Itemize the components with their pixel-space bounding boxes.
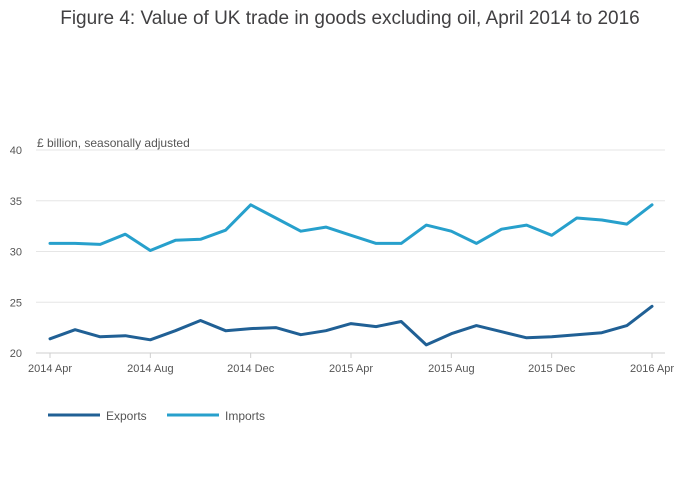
x-tick-label: 2016 Apr [630,363,674,375]
x-tick-label: 2015 Dec [528,363,576,375]
series-line-exports [48,304,654,347]
x-tick-label: 2014 Apr [28,363,72,375]
x-tick-label: 2015 Apr [329,363,373,375]
y-tick-label: 30 [10,247,22,259]
y-tick-label: 20 [10,348,22,360]
x-tick-label: 2015 Aug [428,363,475,375]
legend-label: Imports [225,409,265,423]
y-tick-label: 25 [10,297,22,309]
y-axis-ticks: 40 35 30 25 20 [10,145,22,360]
x-axis-ticks: 2014 Apr 2014 Aug 2014 Dec 2015 Apr 2015 Aug… [28,353,674,375]
series-lines [48,203,654,347]
series-line-imports [48,203,654,252]
legend-item-imports[interactable]: Imports [167,409,265,423]
legend-item-exports[interactable]: Exports [48,409,147,423]
x-tick-label: 2014 Dec [227,363,275,375]
x-tick-label: 2014 Aug [127,363,174,375]
chart-title: Figure 4: Value of UK trade in goods exc… [60,8,640,29]
y-tick-label: 40 [10,145,22,157]
y-axis-label: £ billion, seasonally adjusted [37,136,190,150]
legend: Exports Imports [48,409,265,423]
y-tick-label: 35 [10,196,22,208]
legend-label: Exports [106,409,147,423]
